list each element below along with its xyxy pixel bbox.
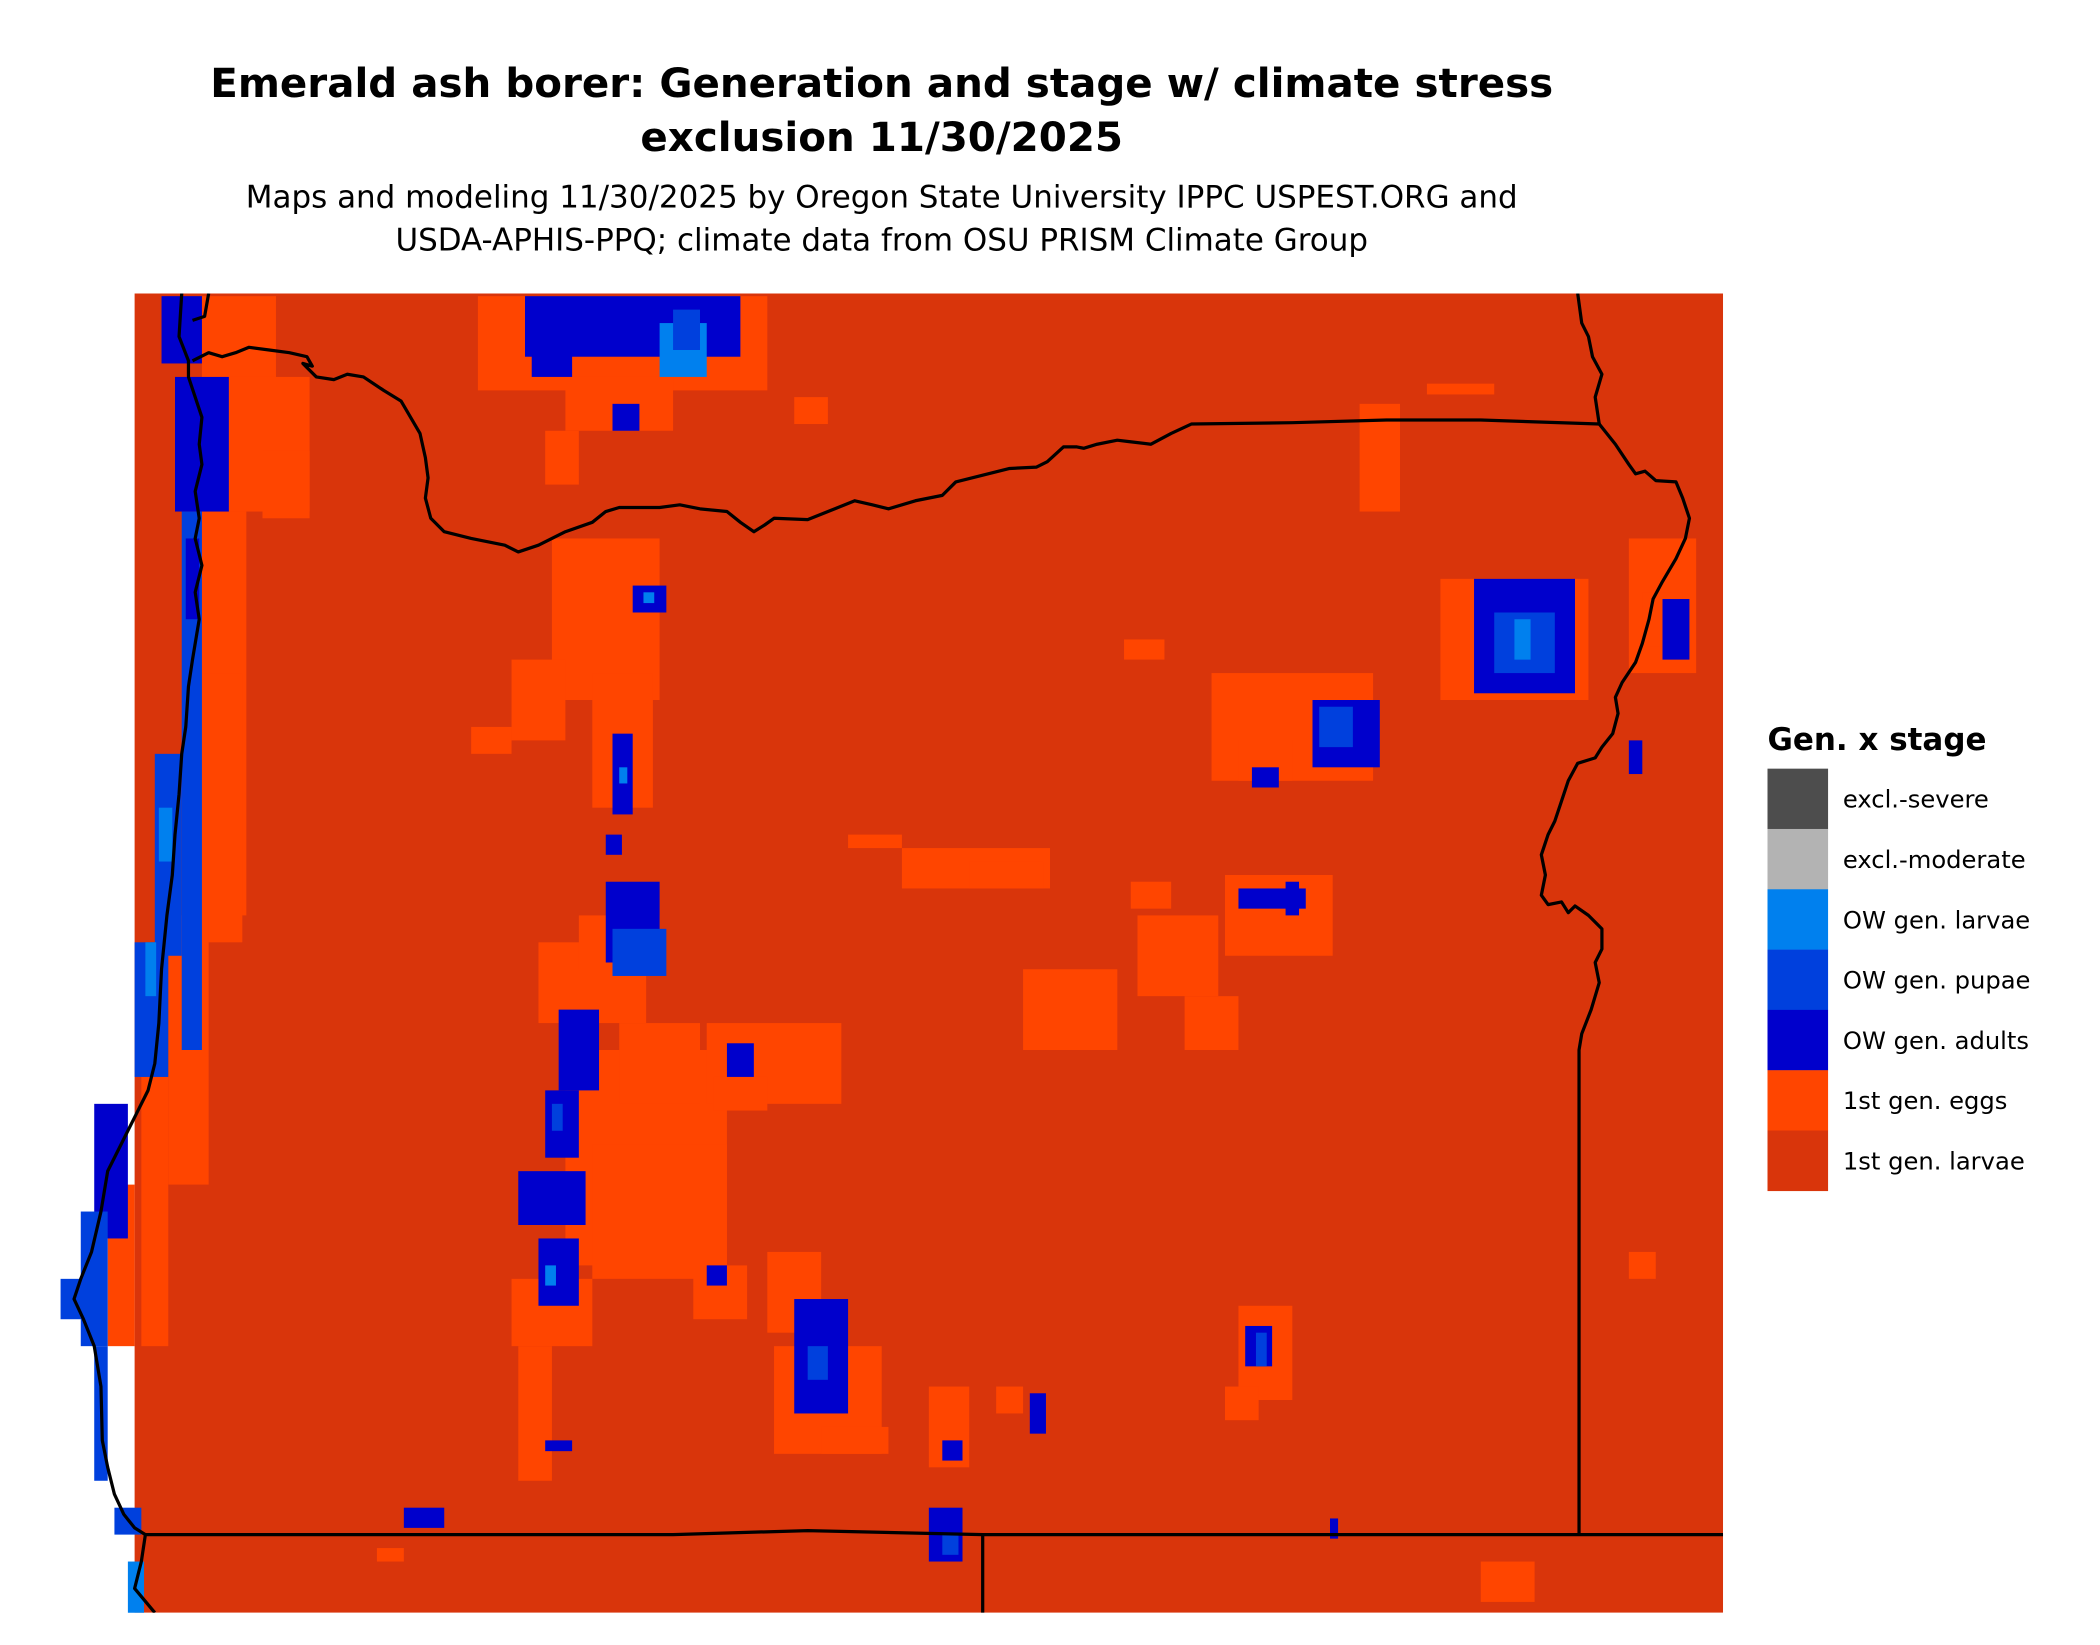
legend-swatch <box>1767 828 1829 890</box>
legend-label: 1st gen. eggs <box>1843 1087 2008 1115</box>
wa-coast <box>191 293 211 322</box>
ow-patch <box>1319 706 1353 748</box>
legend-label: OW gen. pupae <box>1843 967 2031 995</box>
ow-patch <box>1662 599 1690 660</box>
ow-patch <box>612 928 667 976</box>
ow-patch <box>726 1043 754 1077</box>
ow-patch <box>706 1265 727 1286</box>
eggs-patch <box>821 1426 889 1454</box>
ow-patch <box>619 767 628 784</box>
ow-patch <box>1285 881 1300 916</box>
eggs-patch <box>376 1548 404 1562</box>
legend-swatch <box>1767 768 1829 830</box>
eggs-patch <box>996 1386 1024 1414</box>
ow-patch <box>145 942 157 997</box>
legend-label: OW gen. larvae <box>1843 906 2030 934</box>
legend-label: excl.-severe <box>1843 786 1989 814</box>
eggs-patch <box>969 861 1044 889</box>
title-line-2: exclusion 11/30/2025 <box>640 114 1123 161</box>
ow-patch <box>942 1440 963 1461</box>
eggs-patch <box>1184 996 1239 1050</box>
eggs-patch <box>592 1144 727 1279</box>
legend-swatch <box>1767 889 1829 950</box>
legend-swatch <box>1767 1130 1829 1192</box>
ow-patch <box>538 1238 579 1306</box>
southern-border <box>145 1528 1724 1537</box>
ow-patch <box>673 309 700 350</box>
eggs-patch <box>1124 639 1165 660</box>
ow-patch <box>158 807 173 862</box>
snake-river-border <box>1539 423 1692 1535</box>
coastline <box>72 293 204 1613</box>
title-line-1: Emerald ash borer: Generation and stage … <box>210 60 1553 107</box>
ow-patch <box>175 376 229 512</box>
eggs-patch <box>1130 881 1172 909</box>
eggs-patch <box>713 1076 768 1111</box>
ow-patch <box>1255 1332 1267 1367</box>
eggs-patch <box>794 397 828 425</box>
eggs-patch <box>518 1346 552 1481</box>
ow-patch <box>403 1507 445 1528</box>
ow-patch <box>612 403 640 431</box>
ow-patch <box>545 1440 573 1452</box>
eggs-patch <box>1225 875 1333 956</box>
ow-patch <box>1628 740 1643 775</box>
ow-patch <box>605 834 622 855</box>
subtitle-line-2: USDA-APHIS-PPQ; climate data from OSU PR… <box>395 222 1368 258</box>
eggs-patch <box>471 726 512 754</box>
legend-label: OW gen. adults <box>1843 1027 2029 1055</box>
ow-patch <box>181 511 202 1050</box>
map-panel <box>60 293 1724 1613</box>
eggs-patch <box>1225 1386 1259 1421</box>
ow-patch <box>531 329 573 377</box>
ow-patch <box>942 1534 959 1555</box>
eggs-patch <box>848 834 902 849</box>
legend-swatch <box>1767 949 1829 1011</box>
state-boundaries <box>72 293 1724 1613</box>
eggs-patch <box>1023 969 1118 1050</box>
ow-patch <box>545 1265 556 1286</box>
ow-patch <box>518 1171 586 1225</box>
legend-swatch <box>1767 1070 1829 1131</box>
ow-patch <box>1330 1518 1339 1539</box>
ow-patch <box>1251 767 1279 788</box>
ow-patch <box>643 592 655 604</box>
columbia-river-border <box>191 345 1600 554</box>
eggs-patch <box>262 450 310 519</box>
wa-id-border <box>1576 293 1604 425</box>
legend-swatch <box>1767 1009 1829 1071</box>
eggs-patch <box>1628 1251 1656 1279</box>
legend-title: Gen. x stage <box>1768 722 1987 758</box>
eggs-patch <box>1480 1561 1535 1602</box>
eggs-patch <box>545 430 579 485</box>
eggs-patch <box>141 1076 169 1347</box>
eggs-patch <box>1137 915 1219 997</box>
subtitle-line-1: Maps and modeling 11/30/2025 by Oregon S… <box>246 179 1518 215</box>
ow-patch <box>1029 1393 1046 1434</box>
eggs-patch <box>619 1023 700 1104</box>
ow-patch <box>807 1346 828 1380</box>
ow-patches <box>60 296 1690 1613</box>
ow-patch <box>558 1009 600 1091</box>
legend-label: excl.-moderate <box>1843 846 2026 874</box>
ow-patch <box>1514 619 1531 660</box>
eggs-patch <box>1426 383 1495 395</box>
eggs-patch <box>511 659 566 741</box>
legend: Gen. x stage excl.-severe excl.-moderate O… <box>1767 722 2031 1192</box>
ow-patch <box>551 1103 563 1131</box>
legend-label: 1st gen. larvae <box>1843 1148 2025 1176</box>
